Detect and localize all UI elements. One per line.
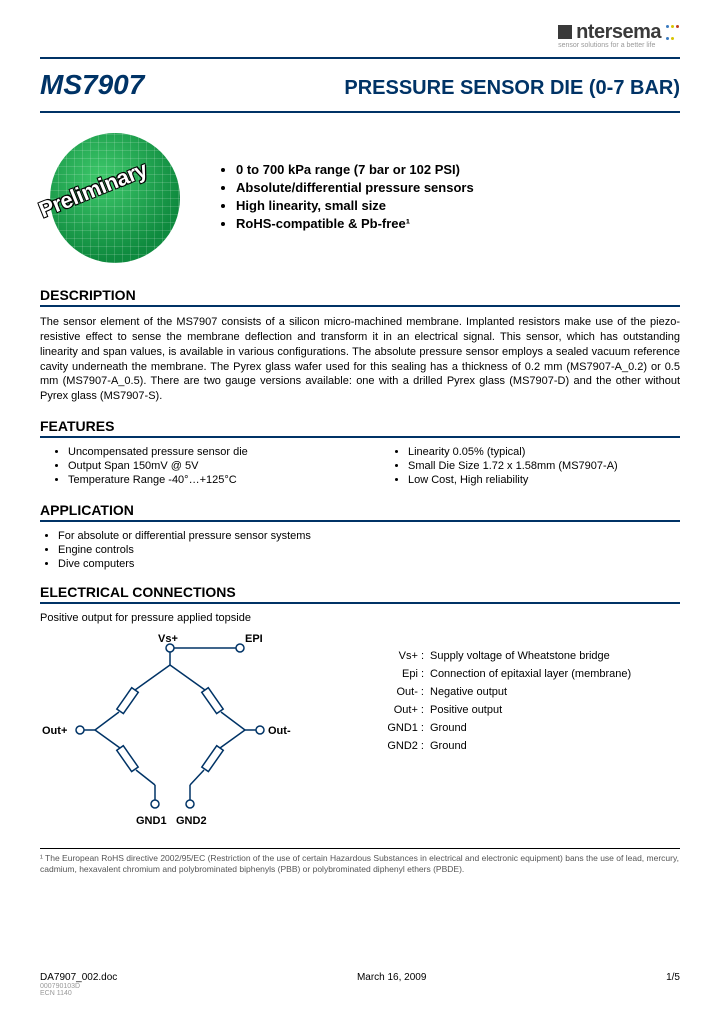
key-bullet: Absolute/differential pressure sensors xyxy=(236,180,474,195)
pin-desc: Ground xyxy=(430,722,631,734)
brand-header: ntersema sensor solutions for a better l… xyxy=(40,20,680,49)
pin-name: Out- : xyxy=(380,686,430,698)
pin-name: GND1 : xyxy=(380,722,430,734)
description-text: The sensor element of the MS7907 consist… xyxy=(40,315,680,404)
footer-tiny2: ECN 1140 xyxy=(40,990,117,998)
footer-doc: DA7907_002.doc xyxy=(40,972,117,983)
section-heading-description: DESCRIPTION xyxy=(40,287,680,307)
schematic-label-vs: Vs+ xyxy=(158,633,178,645)
hero-section: Preliminary 0 to 700 kPa range (7 bar or… xyxy=(40,133,680,263)
feature-item: Small Die Size 1.72 x 1.58mm (MS7907-A) xyxy=(408,460,680,472)
section-heading-application: APPLICATION xyxy=(40,502,680,522)
schematic-label-gnd1: GND1 xyxy=(136,815,167,827)
pin-name: Epi : xyxy=(380,668,430,680)
pin-desc: Supply voltage of Wheatstone bridge xyxy=(430,650,631,662)
pin-description-table: Vs+ :Supply voltage of Wheatstone bridge… xyxy=(380,650,631,758)
pin-name: GND2 : xyxy=(380,740,430,752)
wafer-image: Preliminary xyxy=(40,133,190,263)
key-features-list: 0 to 700 kPa range (7 bar or 102 PSI) Ab… xyxy=(218,162,474,234)
key-bullet: RoHS-compatible & Pb-free¹ xyxy=(236,216,474,231)
feature-item: Low Cost, High reliability xyxy=(408,474,680,486)
electrical-row: Vs+ EPI Out+ Out- GND1 GND2 Vs+ :Supply … xyxy=(40,630,680,830)
feature-item: Temperature Range -40°…+125°C xyxy=(68,474,340,486)
footer-page: 1/5 xyxy=(666,972,680,998)
schematic-label-outp: Out+ xyxy=(42,725,67,737)
pin-name: Out+ : xyxy=(380,704,430,716)
footer-tiny1: 000790103D xyxy=(40,983,117,991)
application-item: For absolute or differential pressure se… xyxy=(58,530,680,542)
feature-item: Linearity 0.05% (typical) xyxy=(408,446,680,458)
application-item: Dive computers xyxy=(58,558,680,570)
page-footer: DA7907_002.doc 000790103D ECN 1140 March… xyxy=(40,972,680,998)
pin-desc: Connection of epitaxial layer (membrane) xyxy=(430,668,631,680)
title-bar: MS7907 PRESSURE SENSOR DIE (0-7 BAR) xyxy=(40,57,680,113)
footnote: ¹ The European RoHS directive 2002/95/EC… xyxy=(40,848,680,874)
feature-item: Uncompensated pressure sensor die xyxy=(68,446,340,458)
logo-square-icon xyxy=(558,25,572,39)
features-right: Linearity 0.05% (typical) Small Die Size… xyxy=(380,446,680,488)
pin-desc: Positive output xyxy=(430,704,631,716)
application-list: For absolute or differential pressure se… xyxy=(40,530,680,570)
logo-dots-icon xyxy=(665,20,680,44)
brand-tagline: sensor solutions for a better life xyxy=(558,42,680,49)
features-columns: Uncompensated pressure sensor die Output… xyxy=(40,446,680,488)
pin-name: Vs+ : xyxy=(380,650,430,662)
logo: ntersema xyxy=(558,20,680,44)
pin-desc: Ground xyxy=(430,740,631,752)
part-number: MS7907 xyxy=(40,69,144,101)
key-bullet: High linearity, small size xyxy=(236,198,474,213)
electrical-note: Positive output for pressure applied top… xyxy=(40,612,680,624)
pin-desc: Negative output xyxy=(430,686,631,698)
schematic-label-gnd2: GND2 xyxy=(176,815,207,827)
application-item: Engine controls xyxy=(58,544,680,556)
wheatstone-schematic: Vs+ EPI Out+ Out- GND1 GND2 xyxy=(40,630,360,830)
schematic-label-epi: EPI xyxy=(245,633,263,645)
section-heading-features: FEATURES xyxy=(40,418,680,438)
features-left: Uncompensated pressure sensor die Output… xyxy=(40,446,340,488)
key-bullet: 0 to 700 kPa range (7 bar or 102 PSI) xyxy=(236,162,474,177)
feature-item: Output Span 150mV @ 5V xyxy=(68,460,340,472)
footer-date: March 16, 2009 xyxy=(357,972,427,998)
schematic-label-outn: Out- xyxy=(268,725,291,737)
brand-name: ntersema xyxy=(576,21,661,44)
section-heading-electrical: ELECTRICAL CONNECTIONS xyxy=(40,584,680,604)
page-title: PRESSURE SENSOR DIE (0-7 BAR) xyxy=(344,77,680,100)
